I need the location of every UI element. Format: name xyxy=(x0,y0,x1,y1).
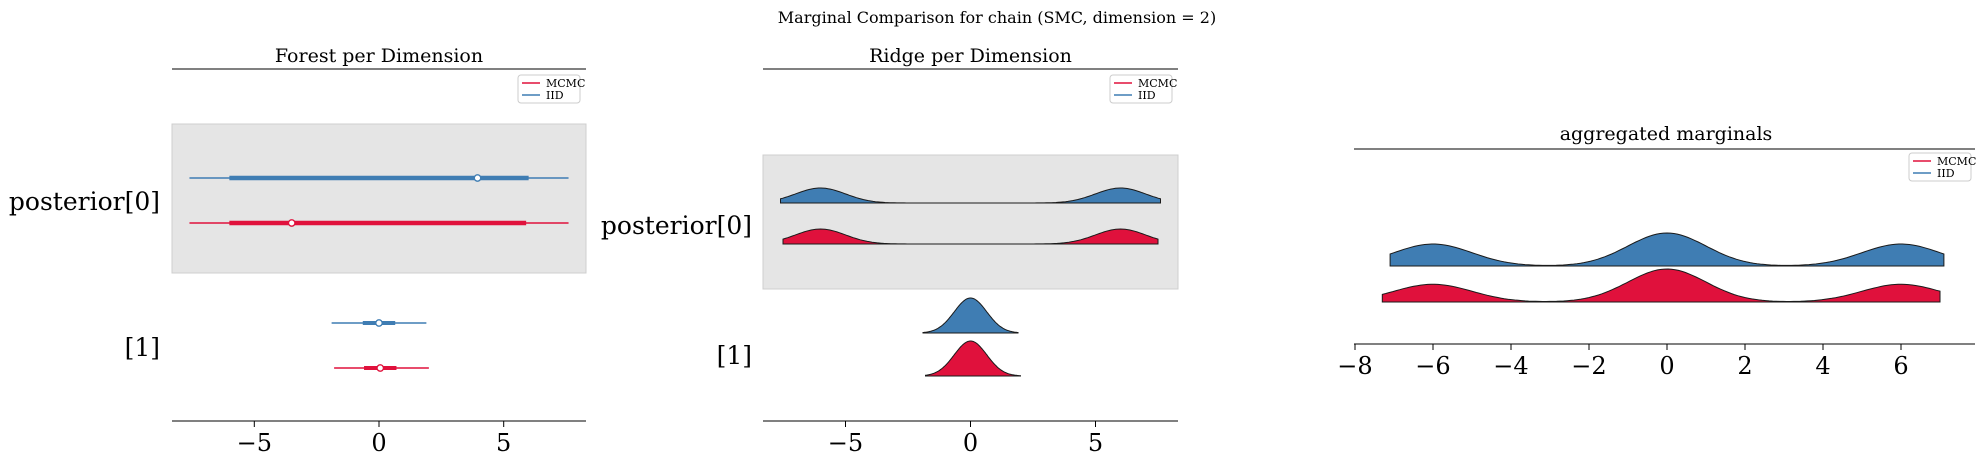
row-label: posterior[0] xyxy=(601,211,752,240)
legend-label-mcmc: MCMC xyxy=(546,77,585,90)
x-tick-label: 5 xyxy=(1088,429,1103,457)
x-tick-label: 6 xyxy=(1893,352,1908,380)
x-tick-label: 4 xyxy=(1815,352,1830,380)
point-estimate xyxy=(376,364,385,372)
legend-label-iid: IID xyxy=(1138,89,1156,102)
point-estimate xyxy=(473,174,482,182)
row-shade xyxy=(171,123,587,274)
legend-box xyxy=(517,74,581,104)
point-estimate xyxy=(375,319,383,327)
legend-box xyxy=(1109,74,1173,104)
legend-label-mcmc: MCMC xyxy=(1937,155,1976,168)
ridge-iid-row1 xyxy=(922,297,1019,334)
x-tick-label: −5 xyxy=(237,429,272,457)
x-tick-label: 0 xyxy=(371,429,386,457)
ridge-iid-row0 xyxy=(780,187,1161,204)
x-tick-label: −8 xyxy=(1337,352,1372,380)
ridge-mcmc-row0 xyxy=(782,228,1159,245)
row-label: [1] xyxy=(717,341,752,370)
x-tick-label: −4 xyxy=(1493,352,1528,380)
x-tick-label: 2 xyxy=(1737,352,1752,380)
ridge-mcmc-row1 xyxy=(925,340,1021,377)
legend-label-iid: IID xyxy=(546,89,564,102)
panel-title-aggregated: aggregated marginals xyxy=(1560,123,1773,145)
panel-title-ridge: Ridge per Dimension xyxy=(869,45,1072,67)
row-shade xyxy=(762,154,1179,290)
x-tick-label: −6 xyxy=(1415,352,1450,380)
x-tick-label: 5 xyxy=(496,429,511,457)
ridge-aggregated-iid xyxy=(1389,232,1945,267)
legend-label-iid: IID xyxy=(1937,167,1955,180)
x-tick-label: −2 xyxy=(1571,352,1606,380)
x-tick-label: 0 xyxy=(963,429,978,457)
x-tick-label: 0 xyxy=(1659,352,1674,380)
panel-title-forest: Forest per Dimension xyxy=(275,45,483,67)
point-estimate xyxy=(287,219,296,227)
legend-label-mcmc: MCMC xyxy=(1138,77,1177,90)
figure-suptitle: Marginal Comparison for chain (SMC, dime… xyxy=(778,8,1216,27)
x-tick-label: −5 xyxy=(828,429,863,457)
legend-box xyxy=(1908,152,1972,182)
ridge-aggregated-mcmc xyxy=(1381,268,1941,303)
row-label: posterior[0] xyxy=(9,187,160,216)
row-label: [1] xyxy=(125,333,160,362)
